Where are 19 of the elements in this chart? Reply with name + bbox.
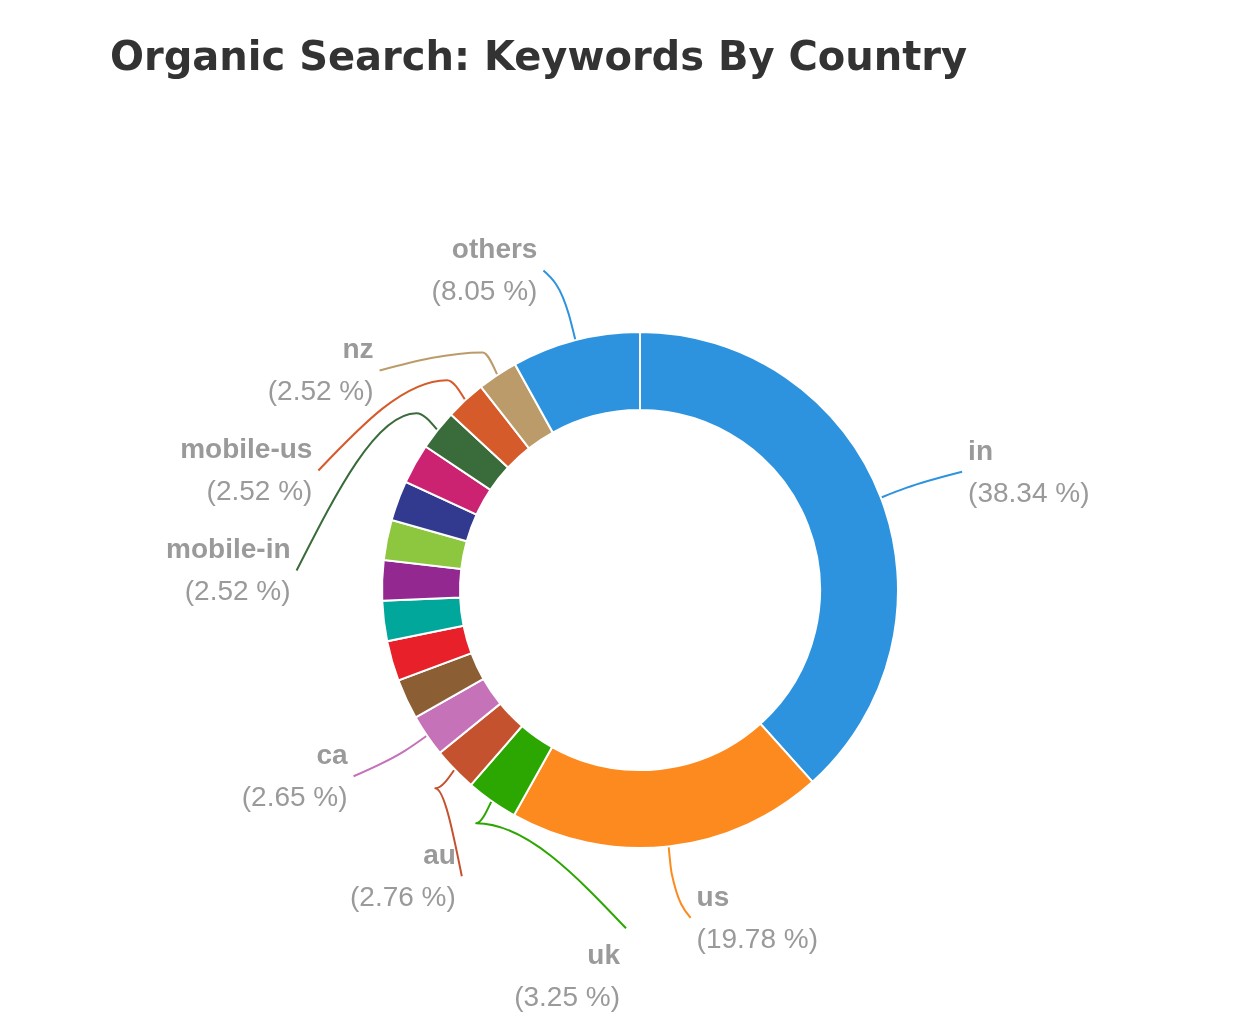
slice-label: others	[451, 233, 538, 265]
slice-label: nz	[342, 333, 374, 365]
data-label: (38.34 %)	[968, 476, 1090, 508]
slice-label: mobile-in	[166, 533, 291, 565]
slice-label: uk	[587, 939, 621, 971]
data-label: (2.52 %)	[267, 375, 374, 407]
slice-label: au	[423, 839, 456, 871]
slice-label: us	[696, 880, 730, 912]
data-label: (2.52 %)	[184, 575, 291, 607]
data-label: (3.25 %)	[514, 981, 620, 1013]
slice-label: mobile-us	[180, 433, 313, 465]
data-label: (8.05 %)	[431, 275, 538, 307]
data-label: (2.65 %)	[241, 781, 348, 813]
data-label: (19.78 %)	[696, 922, 819, 954]
data-label: (2.52 %)	[206, 475, 313, 507]
slice-label: ca	[316, 739, 348, 771]
slice-label: in	[968, 434, 993, 466]
data-label: (2.76 %)	[349, 881, 456, 913]
chart-title: Organic Search: Keywords By Country	[110, 33, 968, 79]
